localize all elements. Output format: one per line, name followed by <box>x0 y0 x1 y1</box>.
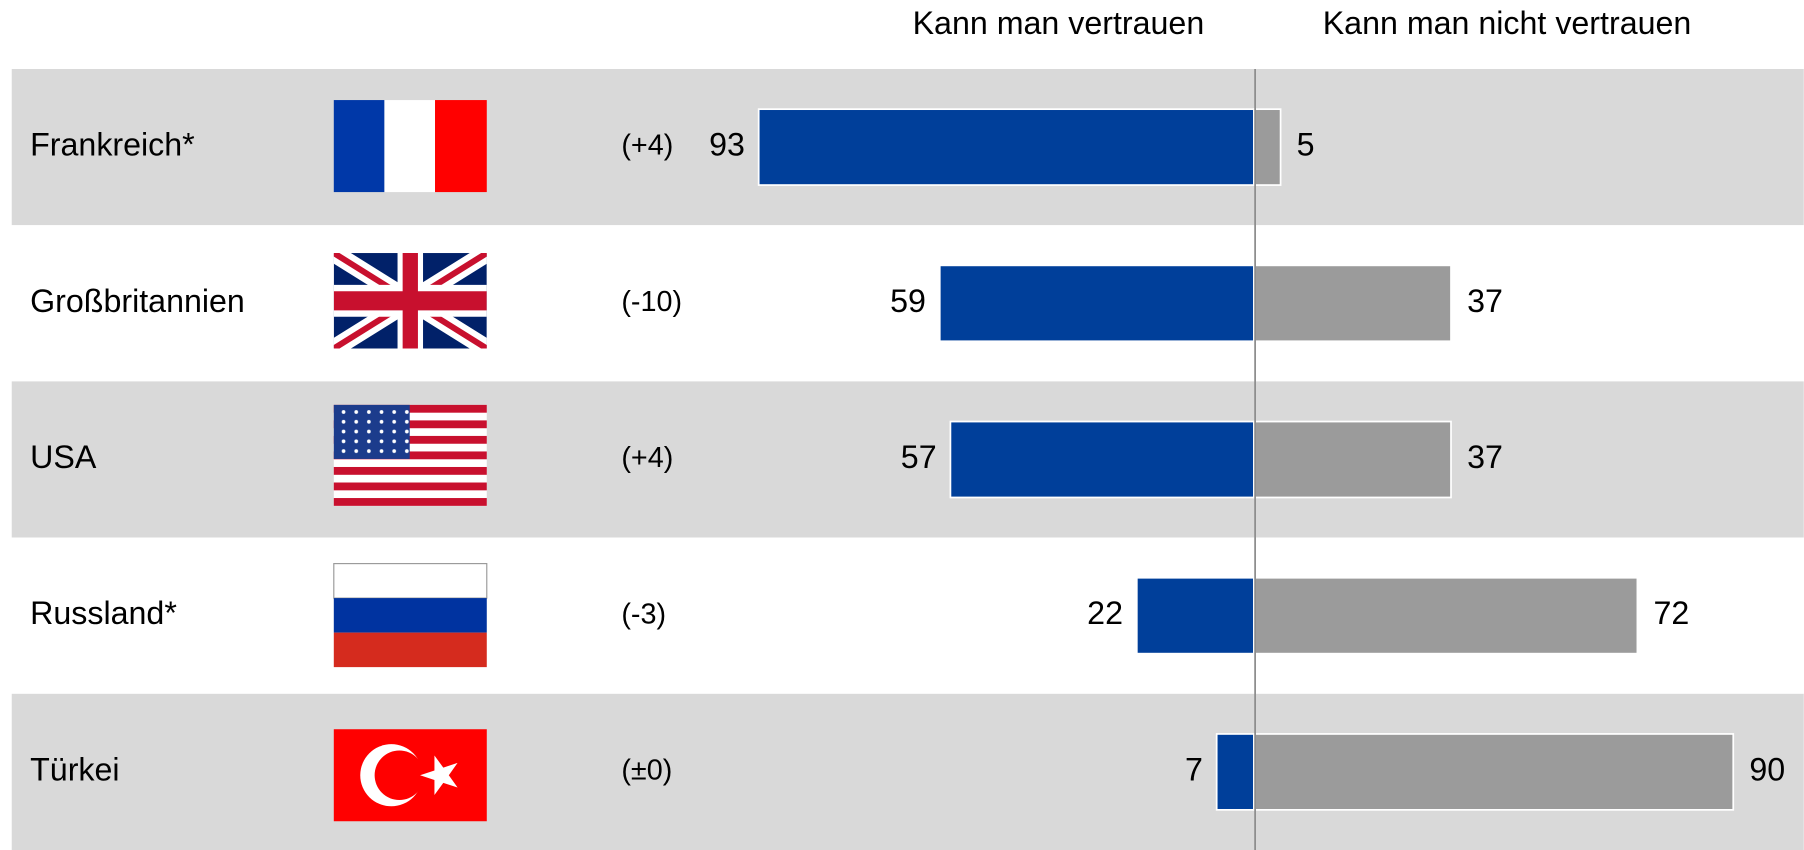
row-background <box>11 381 1804 538</box>
bar <box>1253 264 1452 343</box>
flags <box>333 100 488 822</box>
value-label: 37 <box>1467 283 1503 319</box>
flag-turkey <box>333 729 487 822</box>
flag-usa <box>333 404 487 507</box>
category-label: USA <box>30 439 97 475</box>
series-header: Kann man nicht vertrauen <box>1323 5 1692 41</box>
flag-russia <box>333 563 488 668</box>
bar <box>938 264 1255 343</box>
value-label: 5 <box>1297 127 1315 163</box>
flag-france <box>333 100 487 193</box>
change-label: (+4) <box>621 442 673 474</box>
flag-uk <box>333 253 487 349</box>
value-label: 37 <box>1467 439 1503 475</box>
change-label: (+4) <box>621 130 673 162</box>
bar <box>1253 420 1452 499</box>
change-label: (-10) <box>621 286 682 318</box>
bar <box>757 108 1255 186</box>
category-label: Türkei <box>30 751 119 787</box>
value-label: 7 <box>1185 751 1203 787</box>
bar <box>949 420 1255 499</box>
bar <box>1253 108 1282 186</box>
bar <box>1135 576 1255 655</box>
value-label: 22 <box>1087 595 1123 631</box>
value-label: 57 <box>901 439 937 475</box>
value-label: 59 <box>890 283 926 319</box>
change-label: (±0) <box>621 754 672 786</box>
bar <box>1253 733 1735 811</box>
category-label: Großbritannien <box>30 283 245 319</box>
category-label: Russland* <box>30 595 177 631</box>
bar <box>1253 576 1639 655</box>
change-label: (-3) <box>621 598 666 630</box>
value-label: 90 <box>1749 751 1785 787</box>
value-label: 72 <box>1653 595 1689 631</box>
value-label: 93 <box>709 127 745 163</box>
row-background <box>11 225 1804 382</box>
series-header: Kann man vertrauen <box>913 5 1205 41</box>
category-label: Frankreich* <box>30 127 195 163</box>
bar <box>1215 733 1255 811</box>
